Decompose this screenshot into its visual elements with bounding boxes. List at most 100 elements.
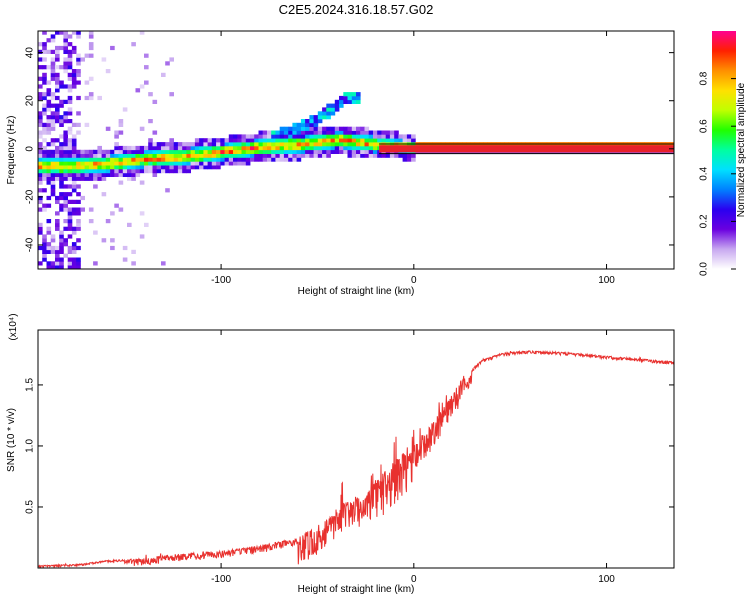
spectrogram-cell: [271, 145, 276, 151]
spectrogram-cell: [296, 138, 302, 143]
spectrogram-cell: [233, 138, 238, 143]
spectrogram-cell: [76, 261, 81, 266]
spectrogram-cell: [271, 153, 276, 158]
spectrogram-cell: [114, 169, 119, 174]
spectrogram-cell: [118, 122, 124, 127]
spectrogram-cell: [317, 111, 323, 116]
spectrogram-cell: [105, 161, 111, 166]
spectrogram-cell: [97, 176, 102, 181]
spectrogram-cell: [322, 149, 327, 154]
spectrogram-cell: [169, 157, 174, 162]
spectrogram-cell: [177, 161, 183, 166]
spectrogram-cell: [177, 157, 183, 162]
spectrogram-cell: [67, 95, 73, 101]
spectrogram-axes: -100 0 100 -40 -20 0 20 40: [25, 31, 674, 286]
spectrogram-cell: [292, 138, 297, 143]
spectrogram-cell: [59, 172, 64, 177]
spectrogram-cell: [105, 169, 111, 174]
spectrogram-cell: [330, 145, 336, 151]
spectrogram-cell: [55, 115, 60, 120]
spectrogram-cell: [42, 95, 47, 101]
spectrogram-cell: [59, 134, 64, 139]
spectrogram-cell: [76, 211, 81, 216]
spectrogram-cell: [55, 95, 60, 101]
spectrogram-cell: [67, 257, 73, 262]
spectrogram-cell: [38, 92, 43, 97]
spectrogram-cell: [55, 199, 60, 204]
spectrogram-cell: [42, 149, 47, 154]
spectrogram-cell: [309, 153, 314, 158]
spectrogram-cell: [63, 138, 68, 143]
spectrogram-cell: [42, 49, 47, 54]
spectrogram-cell: [101, 169, 107, 174]
spectrogram-cell: [173, 145, 179, 151]
spectrogram-cell: [279, 149, 285, 154]
spectrogram-cell: [351, 149, 357, 154]
spectrogram-cell: [46, 142, 52, 147]
chart-title: C2E5.2024.316.18.57.G02: [279, 2, 434, 17]
spectrogram-cell: [262, 145, 268, 151]
spectrogram-cell: [139, 180, 145, 185]
spectrogram-cell: [46, 219, 52, 224]
spectrogram-cell: [360, 134, 365, 139]
spectrogram-cell: [38, 169, 43, 174]
spectrogram-cell: [224, 145, 230, 151]
spectrogram-cell: [38, 161, 43, 166]
spectrogram-cell: [93, 153, 98, 158]
spectrogram-cell: [389, 153, 395, 158]
spectrogram-x-label: Height of straight line (km): [298, 286, 415, 297]
spectrogram-cell: [220, 149, 225, 154]
spectrogram-cell: [50, 126, 56, 131]
spectrogram-cell: [67, 199, 73, 204]
spectrogram-cell: [76, 238, 81, 243]
spectrogram-cell: [42, 126, 47, 131]
spectrogram-cell: [296, 153, 302, 158]
spectrogram-cell: [165, 149, 170, 154]
spectrogram-cell: [330, 103, 336, 108]
spectrogram-cell: [237, 157, 242, 162]
spectrogram-cell: [88, 157, 94, 162]
spectrogram-cell: [283, 145, 289, 151]
spectrogram-cell: [245, 142, 251, 147]
spectrogram-cell: [67, 219, 73, 224]
spectrogram-cell: [42, 45, 47, 51]
spectrogram-cell: [71, 149, 77, 154]
spectrogram-cell: [42, 253, 47, 258]
spectrogram-cell: [351, 134, 357, 139]
spectrogram-cell: [296, 126, 302, 131]
spectrogram-cell: [406, 157, 412, 162]
spectrogram-cell: [46, 226, 52, 231]
spectrogram-cell: [322, 145, 327, 151]
spectrogram-cell: [339, 95, 344, 101]
spectrogram-cell: [237, 149, 242, 154]
spectrogram-cell: [63, 253, 68, 258]
spectrogram-cell: [356, 99, 361, 104]
spectrogram-cell: [63, 49, 68, 54]
spectrogram-cell: [347, 134, 353, 139]
spectrogram-cell: [101, 149, 107, 154]
spectrogram-cell: [131, 149, 136, 154]
spectrogram-cell: [67, 249, 73, 254]
spectrogram-cell: [165, 61, 170, 66]
spectrogram-cell: [38, 76, 43, 81]
spectrogram-cell: [305, 149, 310, 154]
colorbar-label: Normalized spectral amplitude: [736, 82, 747, 217]
spectrogram-cell: [262, 134, 268, 139]
spectrogram-cell: [50, 157, 56, 162]
spectrogram-cell: [356, 138, 361, 143]
spectrogram-cell: [139, 157, 145, 162]
spectrogram-cell: [88, 207, 94, 212]
spectrogram-cell: [190, 165, 196, 170]
spectrogram-cell: [59, 184, 64, 189]
spectrogram-cell: [373, 138, 378, 143]
spectrogram-cell: [326, 138, 331, 143]
spectrogram-cell: [67, 184, 73, 189]
spectrogram-cell: [71, 80, 77, 85]
spectrogram-cell: [38, 165, 43, 170]
spectrogram-cell: [88, 219, 94, 224]
spectrogram-cell: [347, 99, 353, 104]
spectrogram-cell: [271, 142, 276, 147]
spectrogram-cell: [182, 142, 187, 147]
colorbar-tick-label: 0.8: [699, 71, 710, 85]
spectrogram-cell: [59, 192, 64, 197]
